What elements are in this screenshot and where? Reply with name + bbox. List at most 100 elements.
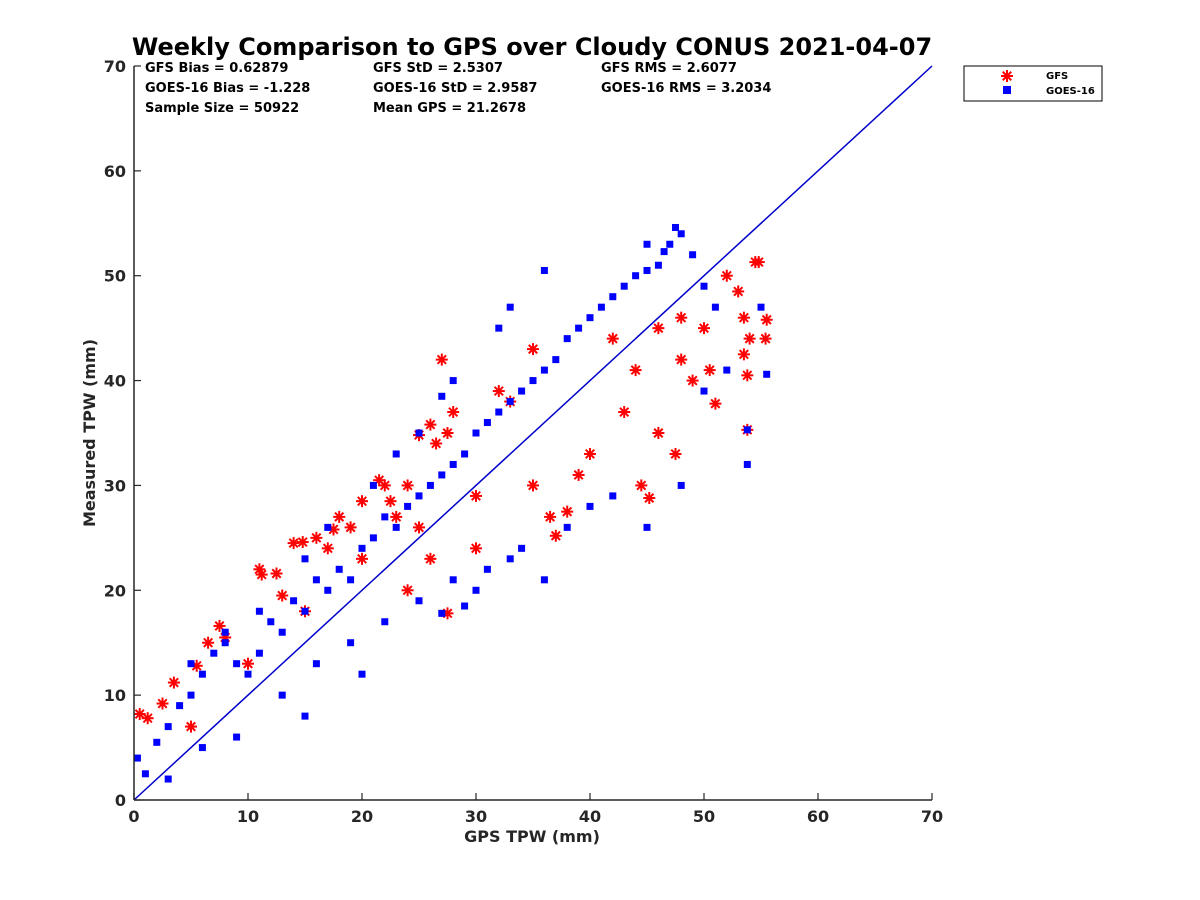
gfs-point	[652, 322, 665, 335]
goes16-point	[438, 471, 446, 479]
goes16-point	[404, 502, 412, 510]
gfs-point	[424, 552, 437, 565]
gfs-point	[686, 374, 699, 387]
gfs-point	[544, 510, 557, 523]
gfs-point	[401, 584, 414, 597]
goes16-point	[643, 523, 651, 531]
gfs-point	[732, 285, 745, 298]
gfs-point	[447, 406, 460, 419]
goes16-point	[449, 460, 457, 468]
goes16-point	[586, 502, 594, 510]
one-to-one-line	[133, 65, 933, 801]
gfs-point	[737, 348, 750, 361]
goes16-point	[381, 513, 389, 521]
gfs-point	[156, 697, 169, 710]
goes16-point	[278, 628, 286, 636]
stat-gfs-rms: GFS RMS = 2.6077	[601, 61, 737, 76]
gfs-point	[270, 567, 283, 580]
goes16-point	[438, 609, 446, 617]
y-tick-label: 30	[104, 476, 126, 495]
gfs-point	[470, 489, 482, 502]
goes16-point	[643, 266, 651, 274]
goes16-point	[347, 576, 355, 584]
goes16-point	[415, 597, 423, 605]
goes16-point	[506, 398, 514, 406]
gfs-point	[441, 427, 454, 439]
goes16-point	[495, 408, 503, 416]
gfs-point	[287, 537, 300, 550]
gfs-point	[390, 510, 403, 523]
stat-gfs-bias: GFS Bias = 0.62879	[145, 61, 288, 76]
goes16-point	[358, 544, 366, 552]
goes16-point	[312, 576, 320, 584]
goes16-point	[164, 723, 172, 731]
x-tick-label: 30	[465, 807, 487, 826]
x-tick-label: 0	[128, 807, 139, 826]
goes16-point	[654, 261, 662, 269]
goes16-point	[643, 240, 651, 248]
goes16-point	[461, 450, 469, 458]
goes16-point	[552, 356, 560, 364]
goes16-point	[711, 303, 719, 311]
goes16-point	[677, 481, 685, 489]
legend-gfs-asterisk-icon	[1001, 70, 1013, 82]
goes16-point	[381, 618, 389, 626]
gfs-point	[242, 657, 254, 670]
x-axis-label: GPS TPW (mm)	[464, 827, 600, 846]
gfs-point	[141, 712, 154, 725]
goes16-point	[700, 387, 708, 395]
goes16-point	[164, 775, 172, 783]
goes16-point	[198, 744, 206, 752]
gfs-point	[378, 479, 391, 492]
goes16-point	[301, 555, 309, 563]
goes16-point	[324, 523, 332, 531]
goes16-point	[233, 660, 241, 668]
gfs-point	[527, 479, 539, 492]
gfs-point	[167, 676, 180, 689]
y-tick-label: 20	[104, 581, 126, 600]
goes16-point	[563, 335, 571, 343]
goes16-point	[666, 240, 674, 248]
gfs-point	[635, 479, 648, 492]
chart-title: Weekly Comparison to GPS over Cloudy CON…	[132, 33, 932, 61]
goes16-point	[540, 366, 548, 374]
goes16-point	[301, 712, 309, 720]
gfs-point	[310, 531, 323, 544]
goes16-point	[763, 370, 771, 378]
y-tick-label: 40	[104, 372, 126, 391]
gfs-point	[435, 353, 448, 366]
gfs-point	[572, 468, 585, 481]
stats-panel: GFS Bias = 0.62879 GFS StD = 2.5307 GFS …	[145, 61, 771, 116]
goes16-point	[609, 492, 617, 500]
gfs-point	[606, 332, 619, 345]
y-axis-label: Measured TPW (mm)	[80, 339, 99, 527]
x-tick-label: 60	[807, 807, 829, 826]
goes16-point	[255, 649, 263, 657]
plot-area	[133, 65, 933, 801]
goes16-point	[141, 770, 149, 778]
goes16-point	[233, 733, 241, 741]
legend-gfs-label: GFS	[1046, 71, 1068, 82]
gfs-point	[296, 536, 309, 549]
legend: GFS GOES-16	[963, 65, 1103, 102]
goes16-point	[620, 282, 628, 290]
stat-goes-bias: GOES-16 Bias = -1.228	[145, 81, 310, 96]
goes16-point	[586, 314, 594, 322]
goes16-point	[426, 481, 434, 489]
gfs-point	[276, 589, 289, 602]
goes16-point	[187, 660, 195, 668]
goes16-point	[301, 607, 309, 615]
goes16-point	[472, 586, 480, 594]
goes16-point	[415, 492, 423, 500]
legend-goes-square-icon	[1003, 86, 1011, 94]
gfs-point	[698, 322, 710, 335]
gfs-point	[492, 385, 505, 398]
goes16-point	[133, 754, 141, 762]
goes16-point	[290, 597, 298, 605]
goes16-point	[700, 282, 708, 290]
goes16-point	[324, 586, 332, 594]
legend-box	[963, 65, 1103, 102]
gfs-point	[321, 542, 334, 555]
y-tick-label: 0	[115, 791, 126, 810]
